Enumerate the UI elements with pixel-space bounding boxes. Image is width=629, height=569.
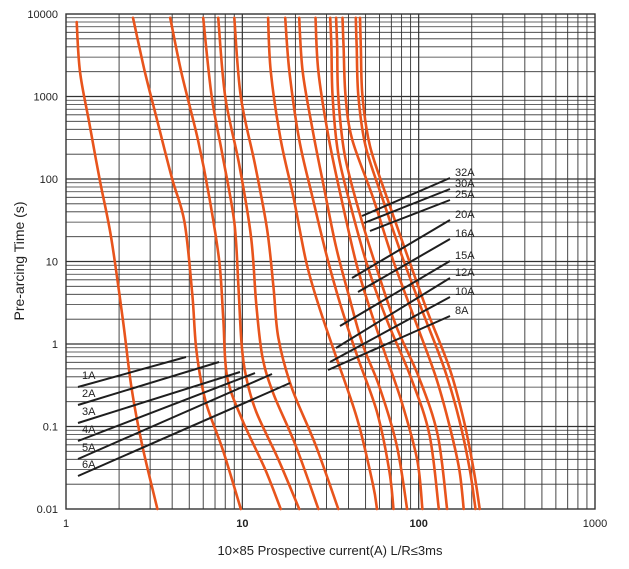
legend-label-1A: 1A (82, 370, 96, 382)
legend-label-25A: 25A (455, 189, 475, 201)
legend-label-6A: 6A (82, 459, 96, 471)
x-tick-label: 10 (236, 518, 248, 530)
legend-label-30A: 30A (455, 178, 475, 190)
y-tick-label: 1000 (34, 92, 58, 104)
leader-line-15A (339, 260, 451, 327)
curve-8A (266, 16, 379, 511)
curve-20A (334, 16, 449, 511)
leader-line-1A (77, 356, 187, 388)
legend-label-12A: 12A (455, 267, 475, 279)
leader-line-8A (327, 315, 451, 371)
leader-line-5A (77, 373, 273, 460)
curve-3A (168, 16, 282, 511)
x-tick-label: 1000 (583, 518, 607, 530)
y-tick-label: 10 (46, 257, 58, 269)
curve-25A (341, 16, 465, 511)
curve-32A (358, 16, 481, 511)
leader-line-6A (77, 382, 291, 477)
curve-6A (233, 16, 340, 511)
y-tick-label: 0.01 (37, 504, 58, 516)
leader-line-32A (361, 177, 451, 217)
legend-label-20A: 20A (455, 209, 475, 221)
y-tick-label: 10000 (27, 9, 58, 21)
curve-2A (131, 16, 243, 511)
curve-30A (354, 16, 477, 511)
legend-label-10A: 10A (455, 286, 475, 298)
legend-label-2A: 2A (82, 388, 96, 400)
leader-line-2A (77, 361, 220, 406)
leader-line-12A (335, 277, 451, 349)
curve-15A (314, 16, 424, 511)
legend-label-16A: 16A (455, 228, 475, 240)
curve-1A (75, 20, 159, 511)
leader-line-10A (329, 296, 451, 363)
leader-line-16A (357, 238, 451, 293)
axis-ticks: 1 10 100 1000 10000 1000 100 10 1 0.1 0.01 (27, 9, 607, 530)
legend-label-32A: 32A (455, 167, 475, 179)
legend-label-5A: 5A (82, 442, 96, 454)
leader-line-20A (351, 219, 451, 279)
curve-10A (283, 16, 395, 511)
y-tick-label: 1 (52, 339, 58, 351)
curve-5A (216, 16, 320, 511)
curve-4A (201, 16, 301, 511)
curve-12A (297, 16, 409, 511)
legend-label-8A: 8A (455, 305, 469, 317)
y-axis-title: Pre-arcing Time (s) (11, 201, 27, 320)
legend-label-4A: 4A (82, 424, 96, 436)
x-axis-title: 10×85 Prospective current(A) L/R≤3ms (218, 543, 443, 558)
legend-label-3A: 3A (82, 406, 96, 418)
x-tick-label: 100 (409, 518, 427, 530)
curve-16A (328, 16, 441, 511)
y-tick-label: 0.1 (43, 422, 58, 434)
chart-curves (75, 16, 481, 511)
chart-grid (65, 13, 596, 510)
x-tick-label: 1 (63, 518, 69, 530)
leader-line-30A (363, 188, 451, 224)
leader-line-4A (77, 372, 256, 442)
leader-line-25A (369, 199, 451, 232)
legend-label-15A: 15A (455, 250, 475, 262)
y-tick-label: 100 (40, 174, 58, 186)
leader-line-3A (77, 371, 241, 424)
